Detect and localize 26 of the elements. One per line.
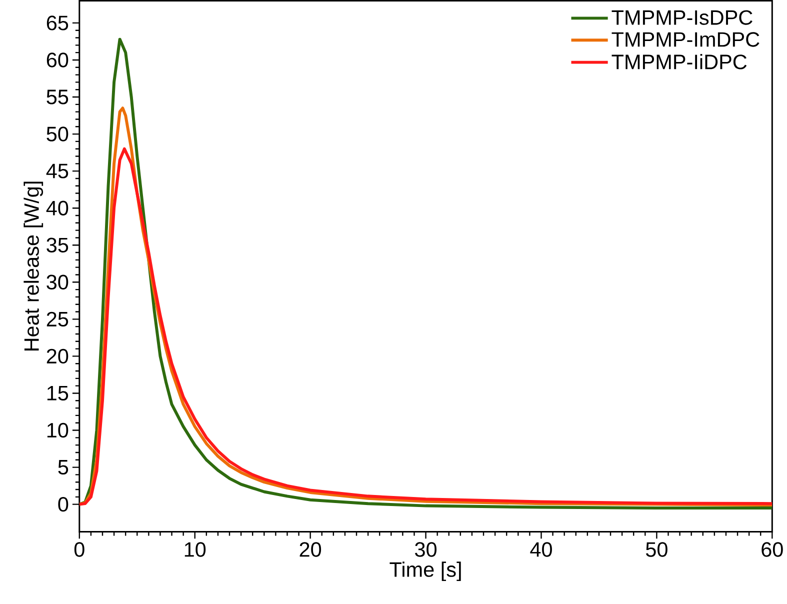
x-tick-label: 40 xyxy=(530,542,552,557)
legend-label: TMPMP-IiDPC xyxy=(612,54,747,70)
y-tick-label: 55 xyxy=(46,90,68,104)
y-tick-label: 15 xyxy=(47,386,68,400)
x-tick-label: 20 xyxy=(300,542,322,557)
y-tick-label: 35 xyxy=(46,238,68,252)
x-axis-title: Time [s] xyxy=(390,562,461,581)
y-tick-label: 10 xyxy=(47,422,68,438)
y-tick-label: 25 xyxy=(46,312,68,326)
y-tick-label: 65 xyxy=(46,16,68,30)
y-tick-label: 40 xyxy=(46,200,68,216)
y-tick-label: 60 xyxy=(46,52,68,68)
x-tick-label: 60 xyxy=(762,542,783,557)
x-tick-label: 50 xyxy=(646,542,668,557)
y-tick-label: 0 xyxy=(58,496,68,512)
y-tick-label: 20 xyxy=(46,348,68,364)
legend-label: TMPMP-ImDPC xyxy=(612,32,760,47)
y-tick-label: 50 xyxy=(46,126,68,142)
x-tick-label: 10 xyxy=(184,542,206,557)
y-tick-label: 45 xyxy=(46,164,68,178)
x-tick-label: 30 xyxy=(415,542,437,557)
legend-label: TMPMP-IsDPC xyxy=(612,10,752,25)
y-tick-label: 30 xyxy=(46,274,68,290)
x-tick-label: 0 xyxy=(74,542,84,557)
y-axis-title: Heat release [W/g] xyxy=(24,182,44,350)
y-tick-label: 5 xyxy=(58,460,68,474)
